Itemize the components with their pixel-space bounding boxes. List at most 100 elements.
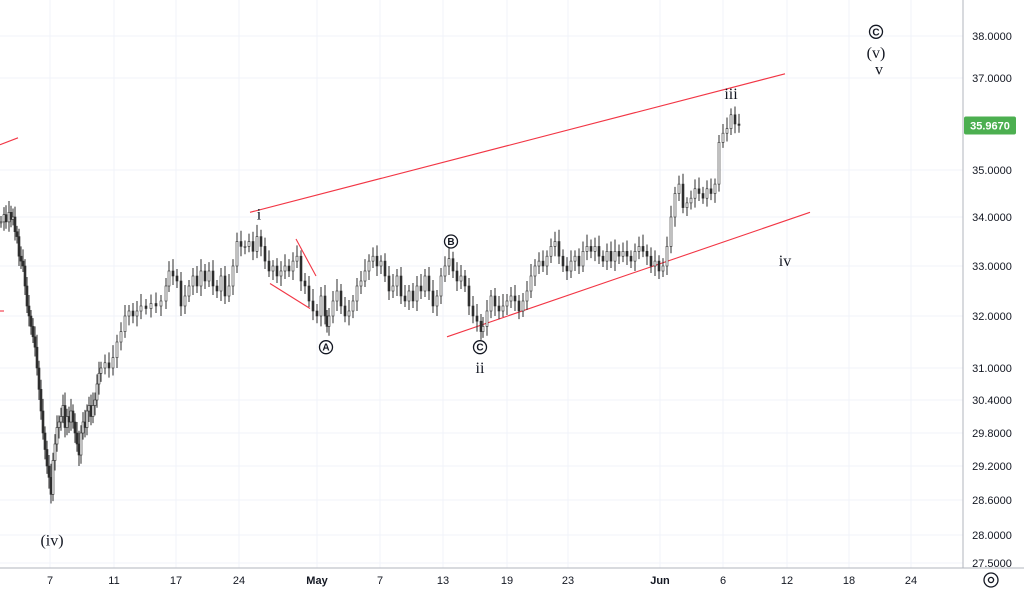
candle [35, 334, 39, 376]
candle [641, 234, 645, 258]
svg-text:A: A [322, 343, 329, 354]
candle [19, 246, 23, 269]
candle [481, 317, 485, 338]
chart-grid [0, 0, 963, 568]
wave-label-C-top: C [868, 24, 884, 39]
candle [561, 249, 565, 272]
price-tick-label: 28.6000 [972, 495, 1012, 507]
candle [65, 408, 69, 436]
candle [363, 259, 367, 287]
candle [581, 241, 585, 272]
wave-a-diagonal-bottom [269, 283, 311, 309]
candle [431, 280, 435, 313]
candle [295, 245, 299, 268]
candle [183, 285, 187, 314]
candle [21, 249, 25, 272]
candle [275, 258, 279, 283]
wave-label-A: A [318, 340, 334, 355]
candle [291, 252, 295, 280]
candle [613, 239, 617, 271]
candle [451, 251, 455, 278]
candle [251, 231, 255, 261]
candle [2, 207, 6, 231]
candle [91, 392, 95, 424]
time-axis[interactable]: 7 11 17 24 May 7 13 19 23 Jun 6 12 18 24 [47, 575, 917, 587]
candle [144, 299, 148, 315]
candle [267, 250, 271, 277]
candle [677, 175, 681, 202]
candle [23, 259, 27, 295]
candle [455, 262, 459, 291]
candle [737, 113, 741, 133]
candle [45, 440, 49, 474]
trendlines [0, 73, 811, 338]
candle [139, 294, 143, 320]
candle [279, 261, 283, 286]
candle [81, 412, 85, 440]
wave-label-i: i [257, 207, 262, 224]
candle [447, 246, 451, 275]
candle [697, 177, 701, 202]
candle [75, 422, 79, 452]
time-tick-label: 24 [233, 575, 245, 587]
candle [9, 205, 13, 228]
price-tick-label: 32.0000 [972, 311, 1012, 323]
svg-text:C: C [476, 343, 483, 354]
candle [77, 430, 81, 466]
time-tick-label: Jun [650, 575, 670, 587]
prior-upper-line [0, 137, 19, 146]
candle [493, 288, 497, 316]
candle [115, 334, 119, 368]
candle [29, 310, 33, 335]
price-axis[interactable]: 38.0000 37.0000 35.0000 34.0000 33.0000 32.00… [972, 31, 1012, 570]
lower-channel-line [446, 211, 811, 338]
candle [227, 274, 231, 302]
candle [39, 379, 43, 420]
candle [53, 434, 57, 471]
candle [569, 250, 573, 278]
candle [239, 230, 243, 257]
candle [485, 300, 489, 336]
candle [509, 287, 513, 308]
price-tick-label: 28.0000 [972, 530, 1012, 542]
wave-label-v-paren: (v) [867, 45, 886, 62]
candle [497, 296, 501, 320]
candle [89, 394, 93, 426]
candle [407, 285, 411, 310]
candle [37, 360, 41, 400]
time-tick-label: 11 [108, 575, 119, 587]
candle [525, 281, 529, 310]
candle [557, 229, 561, 265]
candle [439, 268, 443, 304]
wave-label-iv-paren: (iv) [40, 533, 63, 550]
candle [243, 240, 247, 255]
candle [191, 268, 195, 295]
candle [605, 243, 609, 270]
candle [223, 266, 227, 304]
candle [231, 259, 235, 295]
gear-icon[interactable] [983, 572, 999, 588]
candle [645, 244, 649, 266]
candle [347, 300, 351, 326]
candle [709, 178, 713, 201]
settings-button[interactable] [983, 572, 999, 588]
wave-label-iv: iv [779, 253, 791, 270]
candle [589, 239, 593, 259]
candle [383, 253, 387, 282]
candle [395, 269, 399, 296]
candle [199, 259, 203, 296]
candle [11, 208, 15, 226]
candle [323, 285, 327, 325]
price-tick-label: 34.0000 [972, 212, 1012, 224]
candle [311, 289, 315, 321]
candle [315, 304, 319, 324]
candle [93, 392, 97, 416]
candle [713, 178, 717, 203]
candle [17, 228, 21, 266]
candle [533, 259, 537, 286]
time-tick-label: May [306, 575, 328, 587]
candle [87, 396, 91, 422]
time-tick-label: 23 [562, 575, 574, 587]
candle [673, 186, 677, 227]
